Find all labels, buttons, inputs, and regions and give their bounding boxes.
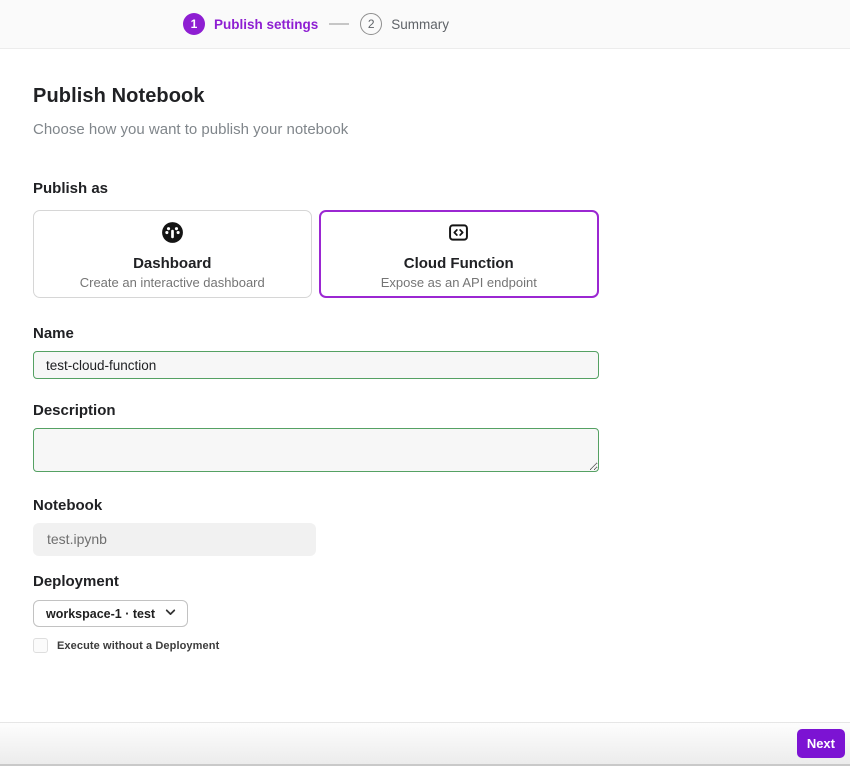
stepper: 1 Publish settings 2 Summary: [33, 13, 599, 35]
stepper-connector: [329, 23, 350, 25]
deployment-label: Deployment: [33, 573, 119, 590]
next-button[interactable]: Next: [796, 729, 845, 758]
description-label: Description: [33, 402, 116, 419]
option-title-dashboard: Dashboard: [133, 255, 212, 272]
step-summary[interactable]: 2 Summary: [360, 13, 449, 35]
footer-bar: Next: [0, 722, 850, 766]
option-card-dashboard[interactable]: Dashboard Create an interactive dashboar…: [33, 210, 312, 298]
option-subtitle-dashboard: Create an interactive dashboard: [79, 275, 265, 290]
step-1-circle: 1: [182, 13, 205, 35]
option-card-cloud-function[interactable]: Cloud Function Expose as an API endpoint: [318, 210, 599, 298]
name-input[interactable]: [33, 351, 599, 379]
step-publish-settings[interactable]: 1 Publish settings: [182, 13, 319, 35]
execute-without-deployment-row: Execute without a Deployment: [33, 638, 817, 653]
code-brackets-icon: [446, 220, 471, 250]
stepper-bar: 1 Publish settings 2 Summary: [0, 0, 850, 49]
chevron-down-icon: [164, 606, 177, 622]
step-2-circle: 2: [360, 13, 383, 35]
deployment-select[interactable]: workspace-1 · test: [33, 600, 189, 627]
publish-as-options: Dashboard Create an interactive dashboar…: [33, 210, 599, 298]
step-2-label: Summary: [391, 16, 450, 32]
notebook-label: Notebook: [33, 497, 103, 514]
step-1-label: Publish settings: [213, 16, 319, 32]
execute-without-deployment-label: Execute without a Deployment: [57, 639, 220, 652]
publish-form: Publish Notebook Choose how you want to …: [0, 85, 850, 653]
option-subtitle-cloud-function: Expose as an API endpoint: [380, 275, 537, 290]
deployment-selected-value: workspace-1 · test: [46, 606, 156, 621]
name-label: Name: [33, 325, 74, 342]
page-title: Publish Notebook: [33, 85, 205, 107]
option-title-cloud-function: Cloud Function: [403, 255, 514, 272]
notebook-value: test.ipynb: [33, 523, 316, 556]
description-input[interactable]: [33, 428, 599, 472]
publish-as-label: Publish as: [33, 180, 109, 197]
gauge-icon: [160, 220, 185, 250]
execute-without-deployment-checkbox[interactable]: [33, 638, 48, 653]
page-subtitle: Choose how you want to publish your note…: [33, 121, 349, 138]
